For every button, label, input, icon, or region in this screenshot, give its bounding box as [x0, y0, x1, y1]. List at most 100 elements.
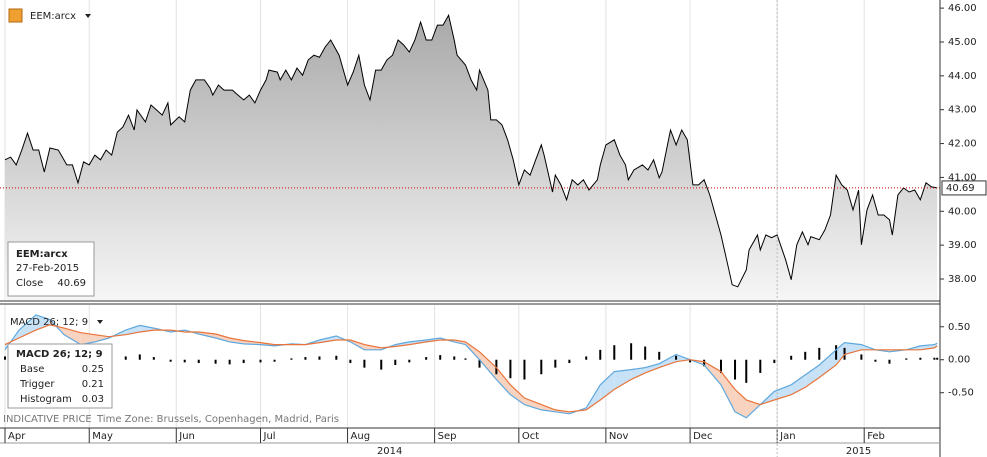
year-label: 2014	[377, 446, 402, 457]
x-tick-label: Feb	[867, 431, 885, 442]
histogram-bar	[425, 357, 428, 360]
y-tick-label: 45.00	[948, 37, 977, 48]
dropdown-arrow[interactable]	[85, 14, 91, 18]
histogram-bar	[790, 355, 793, 360]
histogram-bar	[759, 359, 762, 373]
macd-title[interactable]: MACD 26; 12; 9	[10, 317, 88, 328]
histogram-bar	[138, 354, 141, 360]
histogram-bar	[318, 356, 321, 360]
symbol-title[interactable]: EEM:arcx	[30, 11, 76, 22]
histogram-bar	[804, 351, 807, 360]
macd-fill	[659, 354, 677, 368]
histogram-bar	[509, 359, 512, 379]
y-tick-label: 39.00	[948, 240, 977, 251]
macd-legend-name: Histogram	[20, 394, 72, 405]
symbol-icon[interactable]	[8, 8, 23, 23]
y-tick-label: 0.50	[948, 322, 970, 333]
histogram-bar	[335, 355, 338, 360]
histogram-bar	[773, 359, 776, 364]
x-tick-label: Dec	[693, 431, 712, 442]
y-tick-label: 38.00	[948, 274, 977, 285]
macd-fill	[319, 335, 337, 343]
macd-fill	[600, 371, 615, 400]
y-tick-label: 40.00	[948, 206, 977, 217]
x-tick-label: Aug	[351, 431, 371, 442]
histogram-bar	[818, 347, 821, 360]
y-tick-label: 0.00	[948, 355, 970, 366]
histogram-bar	[152, 357, 155, 360]
histogram-bar	[394, 359, 397, 366]
macd-fill	[215, 334, 230, 342]
histogram-bar	[228, 359, 231, 365]
macd-fill	[844, 342, 862, 355]
info-box-frame	[7, 241, 95, 297]
macd-legend-name: Base	[20, 364, 44, 375]
histogram-bar	[349, 359, 352, 364]
histogram-bar	[919, 357, 922, 360]
y-tick-label: 46.00	[948, 3, 977, 14]
histogram-bar	[273, 359, 276, 362]
macd-fill	[720, 371, 736, 412]
histogram-bar	[888, 359, 891, 364]
histogram-bar	[936, 357, 939, 360]
macd-fill	[524, 397, 542, 410]
price-area	[5, 15, 938, 300]
y-tick-label: 41.00	[948, 172, 977, 183]
histogram-bar	[933, 357, 936, 360]
info-close-label: Close	[16, 278, 43, 289]
info-close-value: 40.69	[57, 278, 86, 289]
last-price-label: 40.69	[946, 183, 975, 194]
histogram-bar	[843, 347, 846, 360]
macd-fill	[63, 328, 81, 345]
year-label: 2015	[846, 446, 871, 457]
macd-fill	[510, 384, 525, 405]
macd-fill	[645, 363, 660, 373]
histogram-bar	[439, 355, 442, 360]
histogram-bar	[734, 359, 737, 380]
histogram-bar	[380, 359, 383, 370]
histogram-bar	[599, 349, 602, 360]
x-tick-label: Oct	[522, 431, 539, 442]
y-tick-label: -0.50	[948, 388, 974, 399]
histogram-bar	[464, 358, 467, 360]
histogram-bar	[540, 359, 543, 375]
x-tick-label: Apr	[8, 431, 26, 442]
histogram-bar	[658, 351, 661, 360]
histogram-bar	[874, 359, 877, 362]
histogram-bar	[290, 358, 293, 360]
histogram-bar	[304, 357, 307, 360]
histogram-bar	[197, 359, 200, 364]
footer-timezone: Time Zone: Brussels, Copenhagen, Madrid,…	[96, 414, 339, 425]
histogram-bar	[644, 346, 647, 360]
price-line	[4, 13, 938, 288]
histogram-bar	[835, 345, 838, 360]
macd-legend-value: 0.25	[82, 364, 104, 375]
histogram-bar	[675, 355, 678, 360]
price-info-box: EEM:arcx 27-Feb-2015 Close 40.69	[7, 241, 95, 297]
macd-fill	[19, 314, 36, 338]
macd-legend-name: Trigger	[19, 379, 55, 390]
histogram-bar	[478, 359, 481, 368]
macd-fill	[819, 349, 837, 378]
histogram-bar	[259, 359, 262, 363]
histogram-bar	[719, 359, 722, 373]
macd-fill	[735, 389, 747, 418]
x-tick-label: Jun	[178, 431, 195, 442]
histogram-bar	[585, 356, 588, 360]
histogram-bar	[4, 356, 6, 360]
macd-fill	[614, 369, 632, 390]
macd-box-title: MACD 26; 12; 9	[16, 349, 103, 360]
histogram-bar	[630, 343, 633, 360]
y-tick-label: 43.00	[948, 105, 977, 116]
y-tick-label: 44.00	[948, 71, 977, 82]
histogram-bar	[169, 359, 172, 362]
dropdown-arrow[interactable]	[97, 320, 103, 324]
x-tick-label: May	[92, 431, 113, 442]
macd-fill	[805, 365, 820, 388]
x-tick-label: Nov	[609, 431, 629, 442]
histogram-bar	[242, 359, 245, 364]
histogram-bar	[860, 354, 863, 360]
info-date: 27-Feb-2015	[16, 263, 79, 274]
macd-fill	[479, 351, 497, 380]
